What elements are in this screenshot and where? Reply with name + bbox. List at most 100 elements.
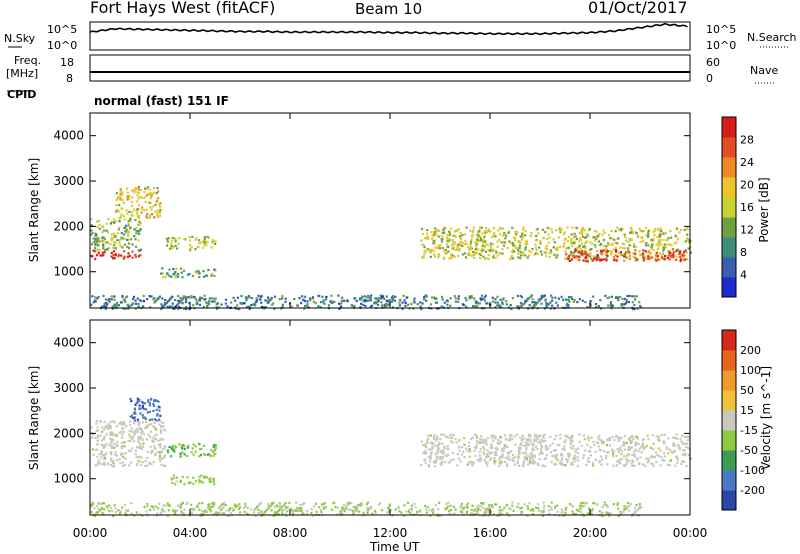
- heatmap-cell: [339, 512, 342, 515]
- heatmap-cell: [413, 301, 416, 304]
- heatmap-cell: [480, 247, 484, 251]
- heatmap-cell: [426, 438, 429, 441]
- heatmap-cell: [194, 297, 197, 301]
- heatmap-cell: [146, 213, 149, 216]
- heatmap-cell: [436, 449, 439, 453]
- heatmap-cell: [428, 509, 431, 512]
- heatmap-cell: [522, 226, 525, 229]
- heatmap-cell: [678, 250, 681, 253]
- heatmap-cell: [116, 301, 119, 304]
- heatmap-cell: [350, 502, 353, 505]
- heatmap-cell: [570, 237, 573, 241]
- heatmap-cell: [579, 248, 582, 251]
- heatmap-cell: [267, 296, 270, 299]
- heatmap-cell: [472, 229, 475, 232]
- heatmap-cell: [430, 452, 433, 455]
- heatmap-cell: [153, 418, 156, 421]
- heatmap-cell: [281, 303, 284, 306]
- heatmap-cell: [140, 211, 143, 214]
- heatmap-cell: [631, 459, 634, 462]
- heatmap-cell: [555, 434, 558, 437]
- heatmap-cell: [136, 420, 139, 423]
- heatmap-cell: [639, 505, 642, 508]
- heatmap-cell: [148, 410, 151, 413]
- heatmap-cell: [278, 298, 281, 301]
- heatmap-cell: [90, 218, 93, 221]
- heatmap-cell: [579, 231, 583, 234]
- heatmap-cell: [605, 245, 608, 248]
- heatmap-cell: [127, 234, 130, 237]
- heatmap-cell: [533, 438, 536, 441]
- heatmap-cell: [260, 514, 263, 517]
- heatmap-cell: [152, 409, 155, 412]
- heatmap-cell: [457, 457, 460, 460]
- heatmap-cell: [189, 247, 192, 250]
- heatmap-cell: [216, 512, 219, 515]
- heatmap-cell: [131, 250, 134, 253]
- heatmap-cell: [536, 301, 539, 304]
- heatmap-cell: [479, 256, 482, 260]
- heatmap-cell: [192, 482, 195, 485]
- heatmap-cell: [438, 457, 441, 461]
- heatmap-cell: [101, 511, 104, 515]
- heatmap-cell: [135, 212, 139, 215]
- heatmap-cell: [492, 254, 495, 257]
- heatmap-cell: [161, 509, 164, 513]
- heatmap-cell: [338, 302, 341, 305]
- heatmap-cell: [117, 255, 120, 258]
- heatmap-cell: [554, 449, 557, 452]
- heatmap-cell: [440, 461, 443, 464]
- x-tick-label: 00:00: [73, 526, 108, 540]
- heatmap-cell: [475, 243, 478, 246]
- heatmap-cell: [498, 456, 501, 459]
- heatmap-cell: [542, 501, 545, 504]
- heatmap-cell: [109, 431, 112, 434]
- heatmap-cell: [681, 442, 684, 445]
- heatmap-cell: [103, 305, 106, 308]
- heatmap-cell: [121, 464, 125, 467]
- heatmap-cell: [114, 453, 117, 456]
- heatmap-cell: [442, 257, 446, 260]
- heatmap-cell: [451, 452, 454, 455]
- heatmap-cell: [273, 307, 276, 310]
- heatmap-cell: [424, 504, 427, 508]
- heatmap-cell: [516, 433, 519, 436]
- heatmap-cell: [476, 505, 479, 508]
- heatmap-cell: [663, 455, 666, 458]
- heatmap-cell: [685, 465, 688, 468]
- heatmap-cell: [676, 455, 679, 458]
- heatmap-cell: [276, 511, 279, 514]
- heatmap-cell: [490, 457, 493, 460]
- heatmap-cell: [402, 514, 405, 517]
- heatmap-cell: [673, 444, 677, 447]
- heatmap-cell: [173, 447, 176, 450]
- heatmap-cell: [134, 307, 137, 310]
- heatmap-cell: [459, 237, 462, 240]
- heatmap-cell: [278, 509, 281, 512]
- heatmap-cell: [388, 503, 391, 506]
- heatmap-cell: [607, 304, 610, 307]
- heatmap-cell: [449, 304, 452, 307]
- heatmap-cell: [540, 450, 543, 453]
- heatmap-cell: [592, 440, 595, 443]
- y-tick-label: 1000: [53, 265, 84, 279]
- heatmap-cell: [595, 249, 599, 252]
- beam-title: Beam 10: [355, 0, 422, 18]
- heatmap-cell: [547, 241, 550, 244]
- power-colorbar-label: Power [dB]: [757, 177, 771, 242]
- heatmap-cell: [171, 302, 174, 305]
- heatmap-cell: [687, 453, 690, 456]
- heatmap-cell: [177, 299, 180, 302]
- heatmap-cell: [102, 241, 105, 244]
- heatmap-cell: [465, 226, 468, 229]
- heatmap-cell: [509, 433, 512, 437]
- heatmap-cell: [107, 422, 110, 426]
- heatmap-cell: [233, 503, 236, 506]
- heatmap-cell: [420, 440, 423, 443]
- heatmap-cell: [475, 443, 478, 446]
- heatmap-cell: [657, 233, 661, 237]
- heatmap-cell: [520, 304, 523, 307]
- heatmap-cell: [171, 305, 174, 308]
- heatmap-cell: [424, 445, 427, 448]
